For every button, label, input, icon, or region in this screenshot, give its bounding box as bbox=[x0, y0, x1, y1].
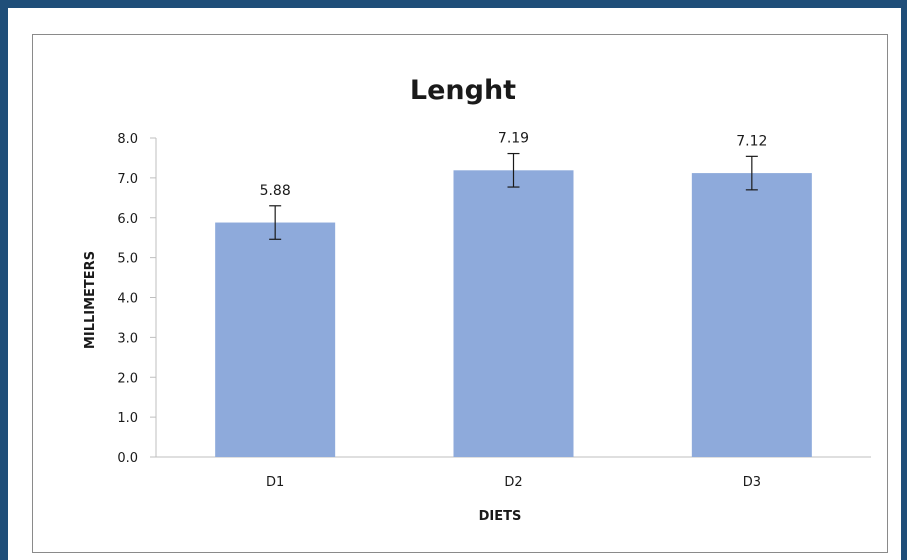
chart-area: Lenght 0.0 1.0 2.0 3.0 4.0 5.0 6.0 7.0 8.0 5.88 D… bbox=[32, 34, 888, 553]
data-label: 5.88 bbox=[260, 183, 291, 199]
bar-d2 bbox=[453, 170, 574, 457]
data-label: 7.12 bbox=[736, 133, 767, 149]
y-tick-label: 0.0 bbox=[117, 451, 138, 466]
x-tick-label: D1 bbox=[266, 475, 284, 490]
x-tick-label: D2 bbox=[504, 475, 522, 490]
data-label: 7.19 bbox=[498, 131, 529, 147]
bar-d3 bbox=[691, 173, 812, 457]
y-axis-label: MILLIMETERS bbox=[83, 251, 98, 349]
y-tick-label: 2.0 bbox=[117, 371, 138, 386]
x-axis-label: DIETS bbox=[479, 509, 522, 524]
y-tick-label: 6.0 bbox=[117, 212, 138, 227]
chart-frame: Lenght 0.0 1.0 2.0 3.0 4.0 5.0 6.0 7.0 8.0 5.88 D… bbox=[8, 8, 901, 560]
y-tick-label: 7.0 bbox=[117, 172, 138, 187]
y-tick-label: 4.0 bbox=[117, 292, 138, 307]
x-tick-label: D3 bbox=[743, 475, 761, 490]
bars: 5.88 D1 7.19 D2 7.12 D3 bbox=[215, 131, 812, 490]
y-tick-label: 8.0 bbox=[117, 132, 138, 147]
y-tick-label: 3.0 bbox=[117, 331, 138, 346]
y-tick-label: 1.0 bbox=[117, 411, 138, 426]
bar-chart: Lenght 0.0 1.0 2.0 3.0 4.0 5.0 6.0 7.0 8.0 5.88 D… bbox=[83, 75, 871, 524]
chart-title: Lenght bbox=[410, 75, 516, 106]
bar-d1 bbox=[215, 222, 336, 457]
y-tick-label: 5.0 bbox=[117, 252, 138, 267]
